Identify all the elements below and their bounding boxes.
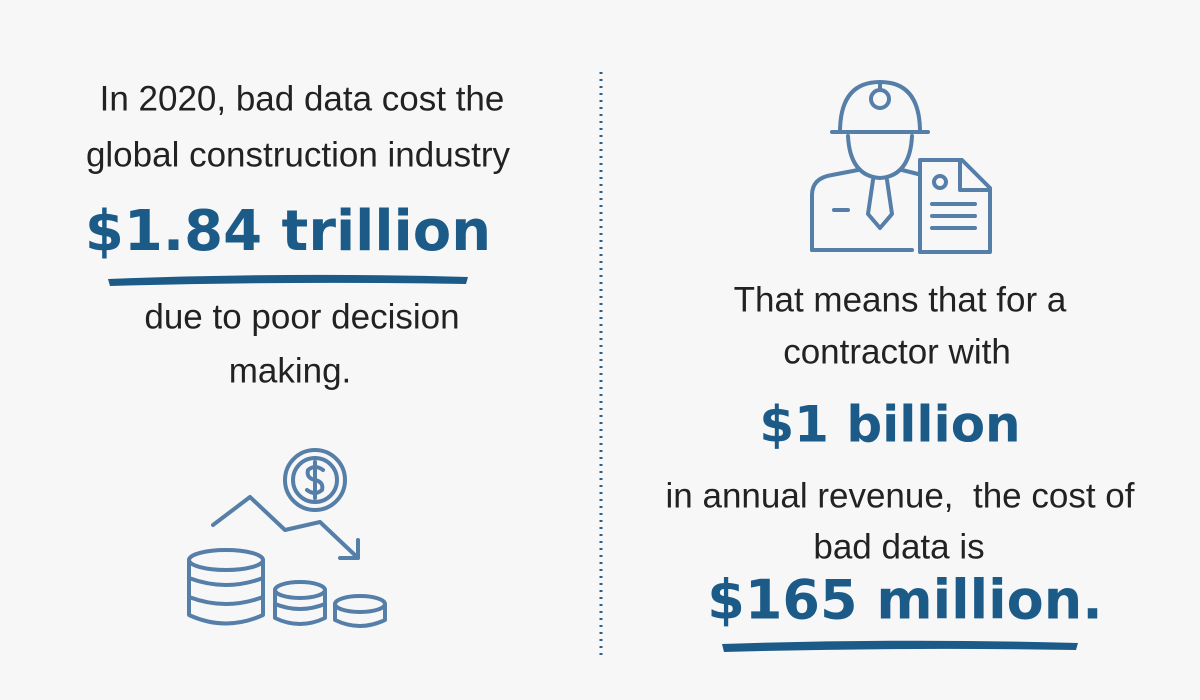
left-outro-line: making. — [229, 351, 352, 390]
left-outro-line: due to poor decision — [144, 297, 459, 336]
right-figure: $1 billion — [759, 396, 1020, 454]
right-intro-line: contractor with — [783, 332, 1011, 371]
right-middle-line: in annual revenue, the cost of — [666, 476, 1135, 515]
underline — [108, 274, 468, 286]
left-intro-line: global construction industry — [86, 135, 511, 174]
left-figure: $1.84 trillion — [85, 199, 491, 264]
worker-icon — [810, 80, 992, 254]
right-intro-line: That means that for a — [734, 280, 1067, 319]
underline — [722, 640, 1078, 652]
right-result: $165 million. — [707, 569, 1102, 632]
right-middle-line: bad data is — [813, 527, 984, 566]
left-intro-line: In 2020, bad data cost the — [100, 79, 505, 118]
money-icon — [187, 448, 387, 628]
